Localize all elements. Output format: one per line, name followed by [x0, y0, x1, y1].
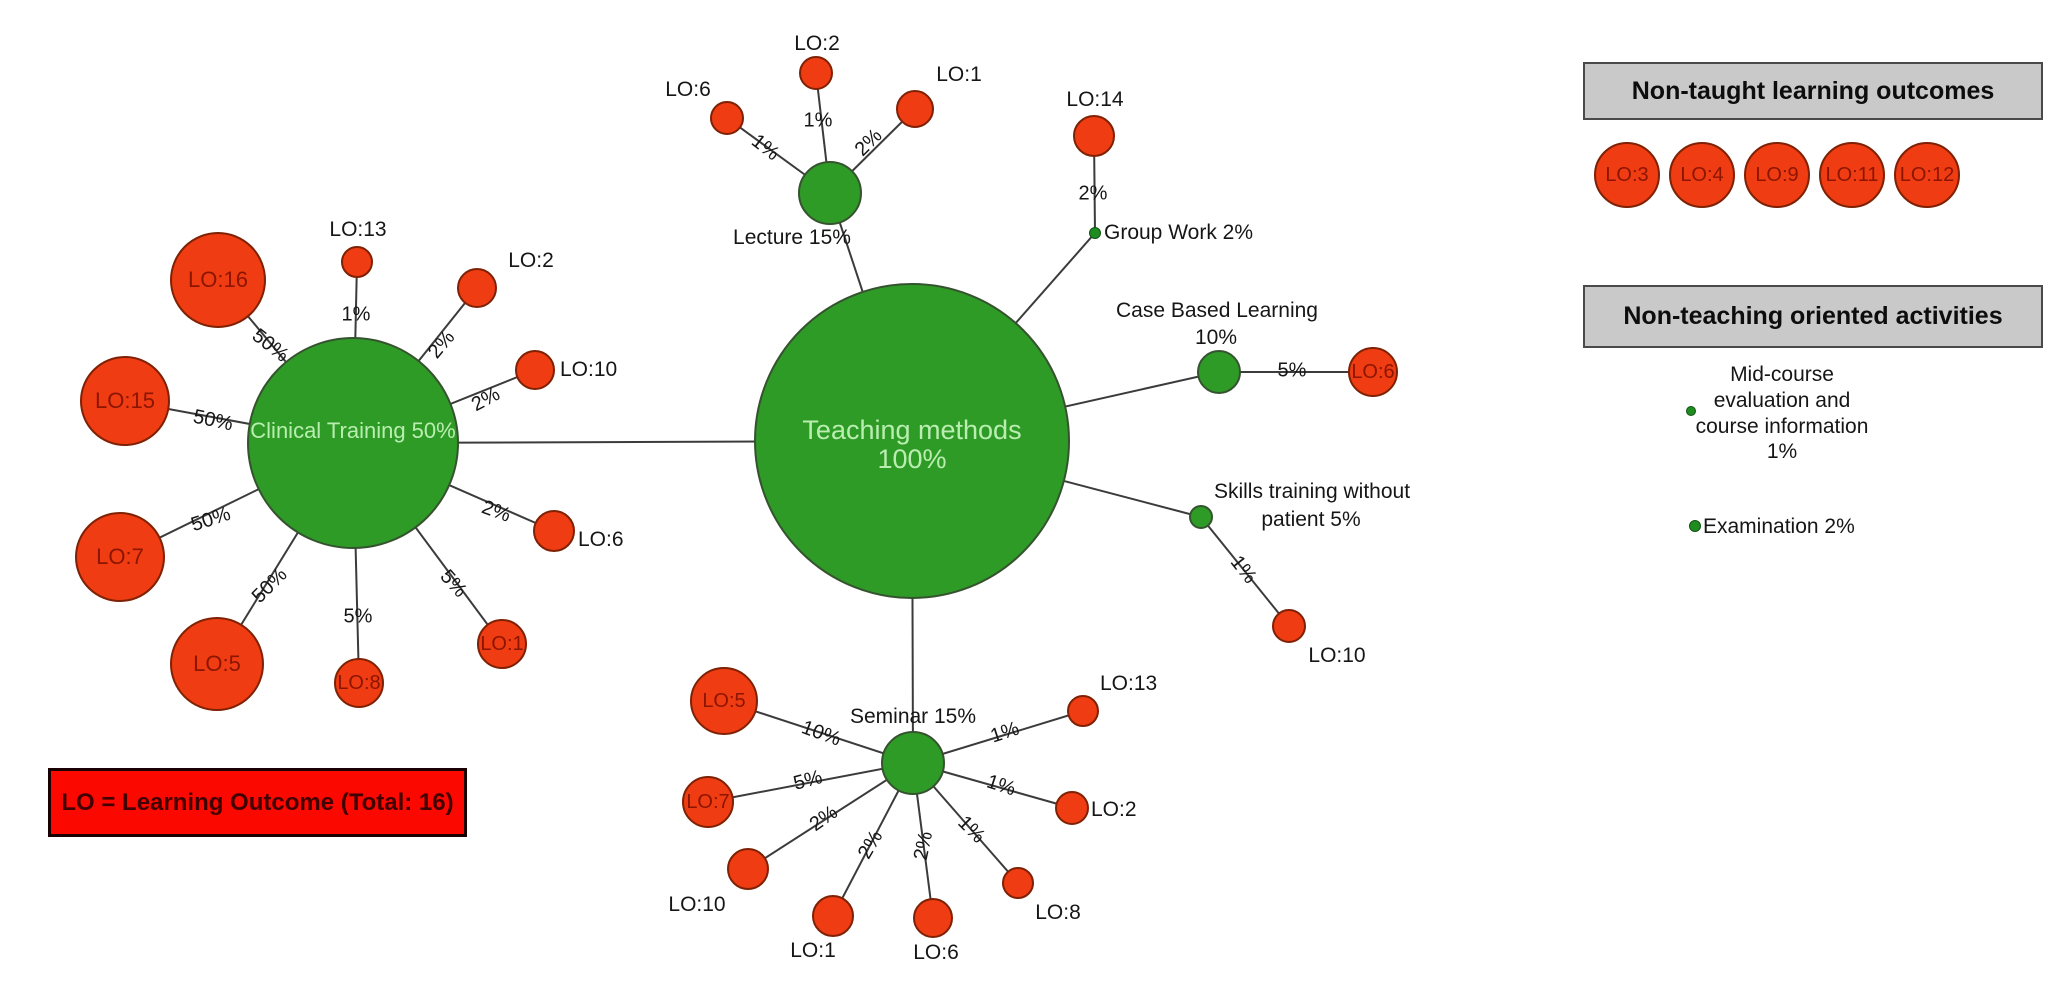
legend-node-lo4: LO:4	[1669, 142, 1735, 208]
node-teaching-methods	[754, 283, 1070, 599]
node-seminar-lo2	[1055, 791, 1089, 825]
legend-non-taught-title: Non-taught learning outcomes	[1631, 76, 1995, 105]
skills-label-line1: Skills training without	[1213, 480, 1411, 503]
teaching-methods-label-line2: 100%	[877, 444, 947, 474]
clinical-lo6-label: LO:6	[578, 528, 624, 551]
skills-lo10-label: LO:10	[1308, 644, 1366, 667]
node-clinical-lo16: LO:16	[170, 232, 266, 328]
clinical-lo2-label: LO:2	[508, 249, 554, 272]
node-seminar-lo5: LO:5	[690, 667, 758, 735]
lecture-lo2-label: LO:2	[794, 32, 840, 55]
seminar-lo8-label: LO:8	[1035, 901, 1081, 924]
clinical-lo10-label: LO:10	[560, 358, 618, 381]
node-group-work-dot	[1089, 227, 1101, 239]
node-groupwork-lo14	[1073, 115, 1115, 157]
casebased-lo6-label: LO:6	[1351, 360, 1395, 383]
legend-node-lo12: LO:12	[1894, 142, 1960, 208]
node-seminar-lo1	[812, 895, 854, 937]
clinical-lo15-label: LO:15	[95, 388, 155, 413]
legend-lo12-label: LO:12	[1899, 163, 1955, 186]
seminar-lo2-label: LO:2	[1091, 798, 1137, 821]
node-lecture-lo1	[896, 90, 934, 128]
teaching-methods-label: Teaching methods 100%	[802, 416, 1021, 474]
legend-non-teaching-box: Non-teaching oriented activities	[1583, 285, 2043, 348]
clinical-training-label: Clinical Training 50%	[250, 418, 456, 443]
legend-node-lo11: LO:11	[1819, 142, 1885, 208]
seminar-label: Seminar 15%	[849, 705, 977, 728]
seminar-lo10-label: LO:10	[668, 893, 726, 916]
lecture-lo6-label: LO:6	[665, 78, 711, 101]
edge-seminar-lo7	[707, 762, 914, 803]
seminar-lo5-label: LO:5	[702, 689, 746, 712]
seminar-lo13-label: LO:13	[1100, 672, 1158, 695]
examination-dot	[1689, 520, 1701, 532]
node-case-based-learning	[1197, 350, 1241, 394]
clinical-lo5-label: LO:5	[193, 651, 241, 676]
node-clinical-lo1: LO:1	[477, 619, 527, 669]
seminar-lo6-label: LO:6	[913, 941, 959, 964]
node-clinical-lo2	[457, 268, 497, 308]
clinical-lo8-label: LO:8	[337, 671, 381, 694]
group-work-label: Group Work 2%	[1104, 221, 1253, 244]
clinical-lo13-label: LO:13	[329, 218, 387, 241]
node-clinical-lo15: LO:15	[80, 356, 170, 446]
groupwork-lo14-label: LO:14	[1066, 88, 1124, 111]
legend-node-lo9: LO:9	[1744, 142, 1810, 208]
node-clinical-lo5: LO:5	[170, 617, 264, 711]
midcourse-label-line2: evaluation and	[1713, 389, 1851, 412]
midcourse-label-line4: 1%	[1766, 440, 1798, 463]
node-seminar-lo13	[1067, 695, 1099, 727]
lecture-lo2-pct: 1%	[803, 109, 833, 132]
lo-note-text: LO = Learning Outcome (Total: 16)	[61, 788, 454, 816]
clinical-lo1-label: LO:1	[480, 632, 524, 655]
midcourse-label-line3: course information	[1695, 415, 1869, 438]
legend-non-taught-box: Non-taught learning outcomes	[1583, 62, 2043, 120]
examination-label: Examination 2%	[1703, 515, 1855, 538]
lo-note-box: LO = Learning Outcome (Total: 16)	[48, 768, 467, 837]
node-clinical-lo8: LO:8	[334, 658, 384, 708]
groupwork-lo14-pct: 2%	[1078, 182, 1108, 205]
legend-non-teaching-title: Non-teaching oriented activities	[1623, 302, 2003, 330]
node-seminar	[881, 731, 945, 795]
midcourse-label-line1: Mid-course	[1730, 363, 1834, 386]
edge-skills-lo10	[1200, 516, 1290, 627]
node-clinical-lo7: LO:7	[75, 512, 165, 602]
lecture-lo1-label: LO:1	[936, 63, 982, 86]
node-seminar-lo10	[727, 848, 769, 890]
lecture-label: Lecture 15%	[733, 226, 851, 249]
node-clinical-lo13	[341, 246, 373, 278]
node-casebased-lo6: LO:6	[1348, 347, 1398, 397]
legend-lo4-label: LO:4	[1680, 163, 1724, 186]
node-lecture-lo2	[799, 56, 833, 90]
node-clinical-lo6	[533, 510, 575, 552]
node-lecture	[798, 161, 862, 225]
case-based-label-line2: 10%	[1194, 326, 1238, 349]
legend-lo11-label: LO:11	[1825, 163, 1879, 186]
skills-label-line2: patient 5%	[1261, 508, 1361, 531]
clinical-lo13-pct: 1%	[341, 303, 371, 326]
clinical-lo7-label: LO:7	[96, 544, 144, 569]
legend-lo3-label: LO:3	[1605, 163, 1649, 186]
clinical-lo8-pct: 5%	[343, 605, 373, 628]
midcourse-dot	[1686, 406, 1696, 416]
node-clinical-lo10	[515, 350, 555, 390]
node-lecture-lo6	[710, 101, 744, 135]
casebased-lo6-pct: 5%	[1277, 359, 1307, 382]
node-skills-lo10	[1272, 609, 1306, 643]
legend-lo9-label: LO:9	[1755, 163, 1799, 186]
node-seminar-lo8	[1002, 867, 1034, 899]
case-based-label-line1: Case Based Learning	[1116, 299, 1318, 322]
node-seminar-lo7: LO:7	[682, 776, 734, 828]
seminar-lo1-label: LO:1	[790, 939, 836, 962]
legend-node-lo3: LO:3	[1594, 142, 1660, 208]
node-clinical-training	[247, 337, 459, 549]
seminar-lo7-label: LO:7	[686, 790, 730, 813]
clinical-lo16-label: LO:16	[188, 267, 248, 292]
teaching-methods-label-line1: Teaching methods	[802, 415, 1022, 445]
node-seminar-lo6	[913, 898, 953, 938]
node-skills-training	[1189, 505, 1213, 529]
